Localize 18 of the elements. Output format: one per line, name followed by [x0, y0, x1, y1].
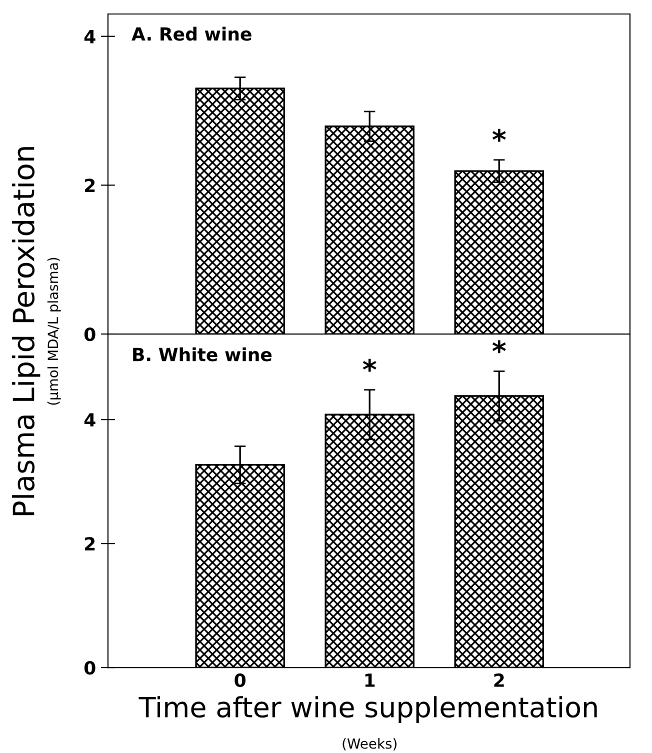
y-tick-label: 4 — [84, 30, 96, 44]
text: B. White wine — [133, 347, 272, 362]
y-tick-label: 0 — [84, 660, 96, 675]
x-axis-title: Time after wine supplementation — [138, 696, 597, 724]
y-tick-label: 4 — [84, 413, 96, 426]
annotation: * — [492, 340, 506, 354]
y-tick-label: 2 — [85, 537, 95, 550]
annotation: * — [362, 358, 376, 372]
text: (Weeks) — [342, 738, 396, 750]
y-axis-title: Plasma Lipid Peroxidation — [12, 147, 40, 516]
x-tick-label: 0 — [234, 673, 246, 688]
annotation: * — [492, 128, 506, 142]
text: A. Red wine — [132, 26, 252, 41]
text: (μmol MDA/L plasma) — [47, 258, 61, 405]
x-tick-label: 1 — [365, 674, 375, 687]
x-tick-label: 2 — [494, 673, 504, 687]
y-tick-label: 0 — [84, 327, 96, 342]
y-tick-label: 2 — [85, 178, 95, 192]
